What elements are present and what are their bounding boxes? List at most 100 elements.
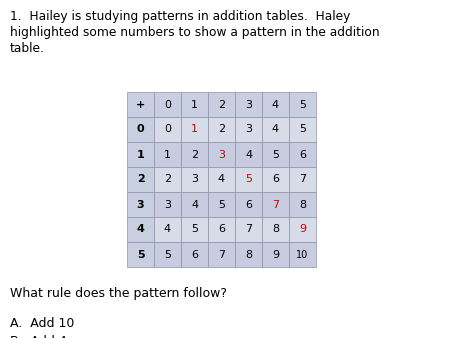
Bar	[208, 167, 235, 192]
Text: 3: 3	[218, 149, 225, 160]
Bar	[235, 117, 262, 142]
Text: 4: 4	[272, 124, 279, 135]
Bar	[127, 242, 154, 267]
Bar	[262, 117, 289, 142]
Text: What rule does the pattern follow?: What rule does the pattern follow?	[10, 287, 227, 300]
Bar	[208, 142, 235, 167]
Bar	[127, 92, 154, 117]
Text: 4: 4	[136, 224, 144, 235]
Bar	[262, 167, 289, 192]
Text: 7: 7	[218, 249, 225, 260]
Text: 4: 4	[218, 174, 225, 185]
Text: 6: 6	[218, 224, 225, 235]
Bar	[208, 92, 235, 117]
Text: 1: 1	[191, 99, 198, 110]
Bar	[127, 117, 154, 142]
Text: 3: 3	[191, 174, 198, 185]
Bar	[154, 92, 181, 117]
Bar	[235, 242, 262, 267]
Bar	[235, 92, 262, 117]
Bar	[127, 167, 154, 192]
Text: +: +	[136, 99, 145, 110]
Bar	[154, 167, 181, 192]
Text: 6: 6	[299, 149, 306, 160]
Text: 4: 4	[191, 199, 198, 210]
Text: 3: 3	[245, 99, 252, 110]
Bar	[289, 167, 316, 192]
Text: 6: 6	[245, 199, 252, 210]
Text: 5: 5	[272, 149, 279, 160]
Bar	[208, 242, 235, 267]
Text: table.: table.	[10, 42, 45, 55]
Bar	[289, 242, 316, 267]
Bar	[181, 117, 208, 142]
Text: 1: 1	[164, 149, 171, 160]
Bar	[289, 117, 316, 142]
Bar	[181, 217, 208, 242]
Bar	[235, 192, 262, 217]
Text: 3: 3	[164, 199, 171, 210]
Text: 0: 0	[164, 124, 171, 135]
Bar	[208, 217, 235, 242]
Text: 5: 5	[191, 224, 198, 235]
Bar	[181, 242, 208, 267]
Text: 5: 5	[299, 124, 306, 135]
Bar	[154, 142, 181, 167]
Text: 3: 3	[137, 199, 144, 210]
Text: 8: 8	[299, 199, 306, 210]
Text: 4: 4	[272, 99, 279, 110]
Bar	[289, 92, 316, 117]
Text: 1: 1	[137, 149, 144, 160]
Text: highlighted some numbers to show a pattern in the addition: highlighted some numbers to show a patte…	[10, 26, 380, 39]
Bar	[289, 142, 316, 167]
Text: 7: 7	[272, 199, 279, 210]
Text: 9: 9	[299, 224, 306, 235]
Bar	[262, 192, 289, 217]
Text: 0: 0	[164, 99, 171, 110]
Bar	[235, 167, 262, 192]
Text: 5: 5	[218, 199, 225, 210]
Text: 5: 5	[164, 249, 171, 260]
Bar	[262, 142, 289, 167]
Bar	[289, 217, 316, 242]
Bar	[127, 192, 154, 217]
Bar	[127, 217, 154, 242]
Text: 2: 2	[218, 124, 225, 135]
Bar	[154, 217, 181, 242]
Text: 4: 4	[245, 149, 252, 160]
Text: 6: 6	[272, 174, 279, 185]
Text: 5: 5	[137, 249, 144, 260]
Bar	[154, 192, 181, 217]
Bar	[181, 92, 208, 117]
Bar	[154, 117, 181, 142]
Text: 9: 9	[272, 249, 279, 260]
Text: 5: 5	[299, 99, 306, 110]
Text: 3: 3	[245, 124, 252, 135]
Text: 5: 5	[245, 174, 252, 185]
Bar	[208, 192, 235, 217]
Bar	[208, 117, 235, 142]
Bar	[127, 142, 154, 167]
Bar	[181, 192, 208, 217]
Bar	[289, 192, 316, 217]
Text: B.  Add 4: B. Add 4	[10, 335, 67, 338]
Text: 2: 2	[191, 149, 198, 160]
Text: A.  Add 10: A. Add 10	[10, 317, 74, 330]
Text: 4: 4	[164, 224, 171, 235]
Bar	[181, 167, 208, 192]
Text: 1.  Hailey is studying patterns in addition tables.  Haley: 1. Hailey is studying patterns in additi…	[10, 10, 351, 23]
Text: 8: 8	[245, 249, 252, 260]
Text: 2: 2	[218, 99, 225, 110]
Text: 2: 2	[164, 174, 171, 185]
Bar	[262, 242, 289, 267]
Bar	[181, 142, 208, 167]
Text: 7: 7	[245, 224, 252, 235]
Text: 8: 8	[272, 224, 279, 235]
Text: 10: 10	[297, 249, 309, 260]
Text: 7: 7	[299, 174, 306, 185]
Bar	[262, 92, 289, 117]
Bar	[235, 142, 262, 167]
Text: 1: 1	[191, 124, 198, 135]
Text: 0: 0	[137, 124, 144, 135]
Bar	[154, 242, 181, 267]
